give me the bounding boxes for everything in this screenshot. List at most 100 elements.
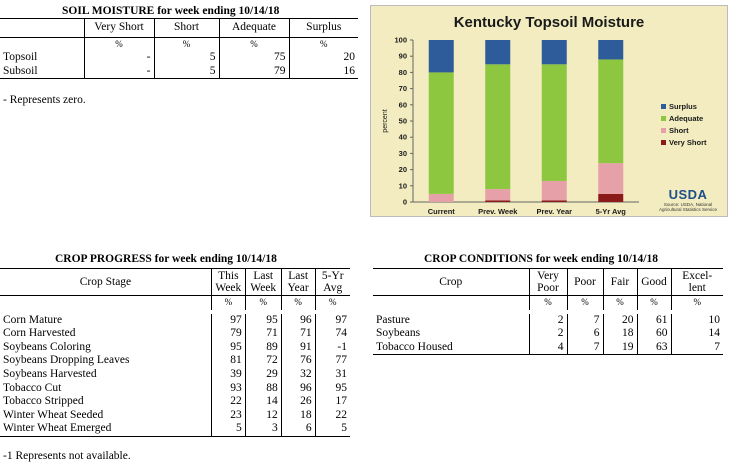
value-cell: 5 [314,422,350,437]
value-cell: 93 [210,381,246,396]
value-cell: 89 [244,340,282,355]
row-label: Subsoil [0,64,84,80]
unit-cell: % [153,37,219,52]
soil-header-blank [0,18,84,38]
unit-cell: % [528,295,567,310]
value-cell: 26 [280,395,316,409]
value-cell: 32 [280,367,316,382]
value-cell: 96 [280,313,316,328]
y-tick-label: 100 [394,36,407,45]
y-axis-label: percent [382,109,389,132]
y-tick-label: 40 [399,133,407,142]
table-row: Subsoil - 5 79 16 [0,64,358,80]
crop-stage-label: Winter Wheat Seeded [3,408,104,421]
unit-cell: % [83,37,154,52]
unit-cell: % [602,295,637,310]
progress-unit-row: % % % % [0,295,350,310]
crop-stage-label: Corn Mature [3,313,63,326]
x-tick-label: Prev. Year [536,207,572,216]
usda-logo-text: USDA [668,187,708,202]
value-cell: 6 [566,327,603,341]
header-last-year: Last Year [280,268,316,296]
y-tick-label: 10 [399,181,407,190]
value-cell: 96 [280,381,316,396]
chart-svg: 0 10 20 30 40 50 60 70 80 90 100 percent Current Prev… [382,36,707,217]
legend-label: Very Short [669,138,707,147]
value-cell: 77 [314,354,350,368]
value-cell: - [83,64,154,80]
legend-swatch [661,140,666,145]
bar-segment-adequate [541,64,567,181]
value-cell: 3 [244,422,282,437]
progress-footnote: -1 Represents not available. [3,450,131,462]
unit-cell: % [280,295,316,310]
unit-cell [0,296,211,310]
header-crop: Crop [373,268,529,296]
value-cell: 22 [210,395,246,409]
crop-label: Soybeans [376,327,421,340]
value-cell: 72 [244,354,282,368]
value-cell: 39 [210,367,246,382]
soil-moisture-table: Very Short Short Adequate Surplus % % % … [0,18,358,80]
value-cell: 61 [636,313,671,328]
table-row: Tobacco Cut 93 88 96 95 [0,381,350,396]
bar-segment-surplus [541,40,567,65]
value-cell: - [83,51,154,65]
value-cell: 7 [566,340,603,356]
value-cell: 12 [244,408,282,423]
value-cell: -1 [314,340,350,355]
y-tick-label: 0 [403,198,407,207]
unit-cell: % [636,295,671,310]
value-cell: 97 [210,313,246,328]
value-cell: 31 [314,367,350,382]
x-tick-label: 5-Yr Avg [596,207,627,216]
y-tick-label: 30 [399,149,407,158]
row-label: Topsoil [3,51,38,64]
bar-segment-adequate [485,64,511,190]
legend-swatch [661,104,666,109]
value-cell: 5 [210,422,246,437]
header-last-week: Last Week [244,268,282,296]
value-cell: 88 [244,381,282,396]
header-excellent: Excel-lent [670,268,723,296]
table-row: Soybeans Dropping Leaves 81 72 76 77 [0,354,350,368]
value-cell: 23 [210,408,246,423]
value-cell: 18 [602,327,637,341]
soil-unit-row: % % % % [0,37,358,52]
usda-logo: USDA Source: USDA, National Agricultural… [657,187,719,212]
header-5yr-avg: 5-Yr Avg [314,268,350,296]
value-cell: 71 [244,327,282,341]
table-row: Corn Harvested 79 71 71 74 [0,327,350,341]
x-tick-label: Prev. Week [478,207,518,216]
crop-stage-label: Winter Wheat Emerged [0,422,212,437]
bar-segment-short [541,180,567,201]
legend-swatch [661,128,666,133]
soil-header-short: Short [153,18,219,38]
crop-progress-title: CROP PROGRESS for week ending 10/14/18 [55,253,277,265]
crop-stage-label: Corn Harvested [3,327,76,340]
chart-title: Kentucky Topsoil Moisture [453,14,645,31]
crop-stage-label: Soybeans Dropping Leaves [3,354,130,367]
value-cell: 22 [314,408,350,423]
bar-segment-short [428,193,454,202]
value-cell: 4 [528,340,567,356]
value-cell: 97 [314,313,350,328]
value-cell: 18 [280,408,316,423]
value-cell: 7 [566,313,603,328]
value-cell: 14 [670,327,723,341]
table-row: Soybeans 2 6 18 60 14 [373,327,723,341]
unit-cell: % [314,295,350,310]
unit-cell: % [670,295,723,310]
y-tick-label: 90 [399,52,407,61]
table-row: Winter Wheat Seeded 23 12 18 22 [0,408,350,423]
soil-header-row: Very Short Short Adequate Surplus [0,18,358,38]
value-cell: 95 [244,313,282,328]
bar-segment-adequate [428,72,454,194]
bar-segment-very-short [598,193,624,202]
value-cell: 20 [602,313,637,328]
legend-label: Surplus [669,102,697,111]
unit-cell: % [218,37,289,52]
value-cell: 19 [602,340,637,356]
bar-segment-surplus [428,40,454,73]
table-row: Pasture 2 7 20 61 10 [373,313,723,328]
